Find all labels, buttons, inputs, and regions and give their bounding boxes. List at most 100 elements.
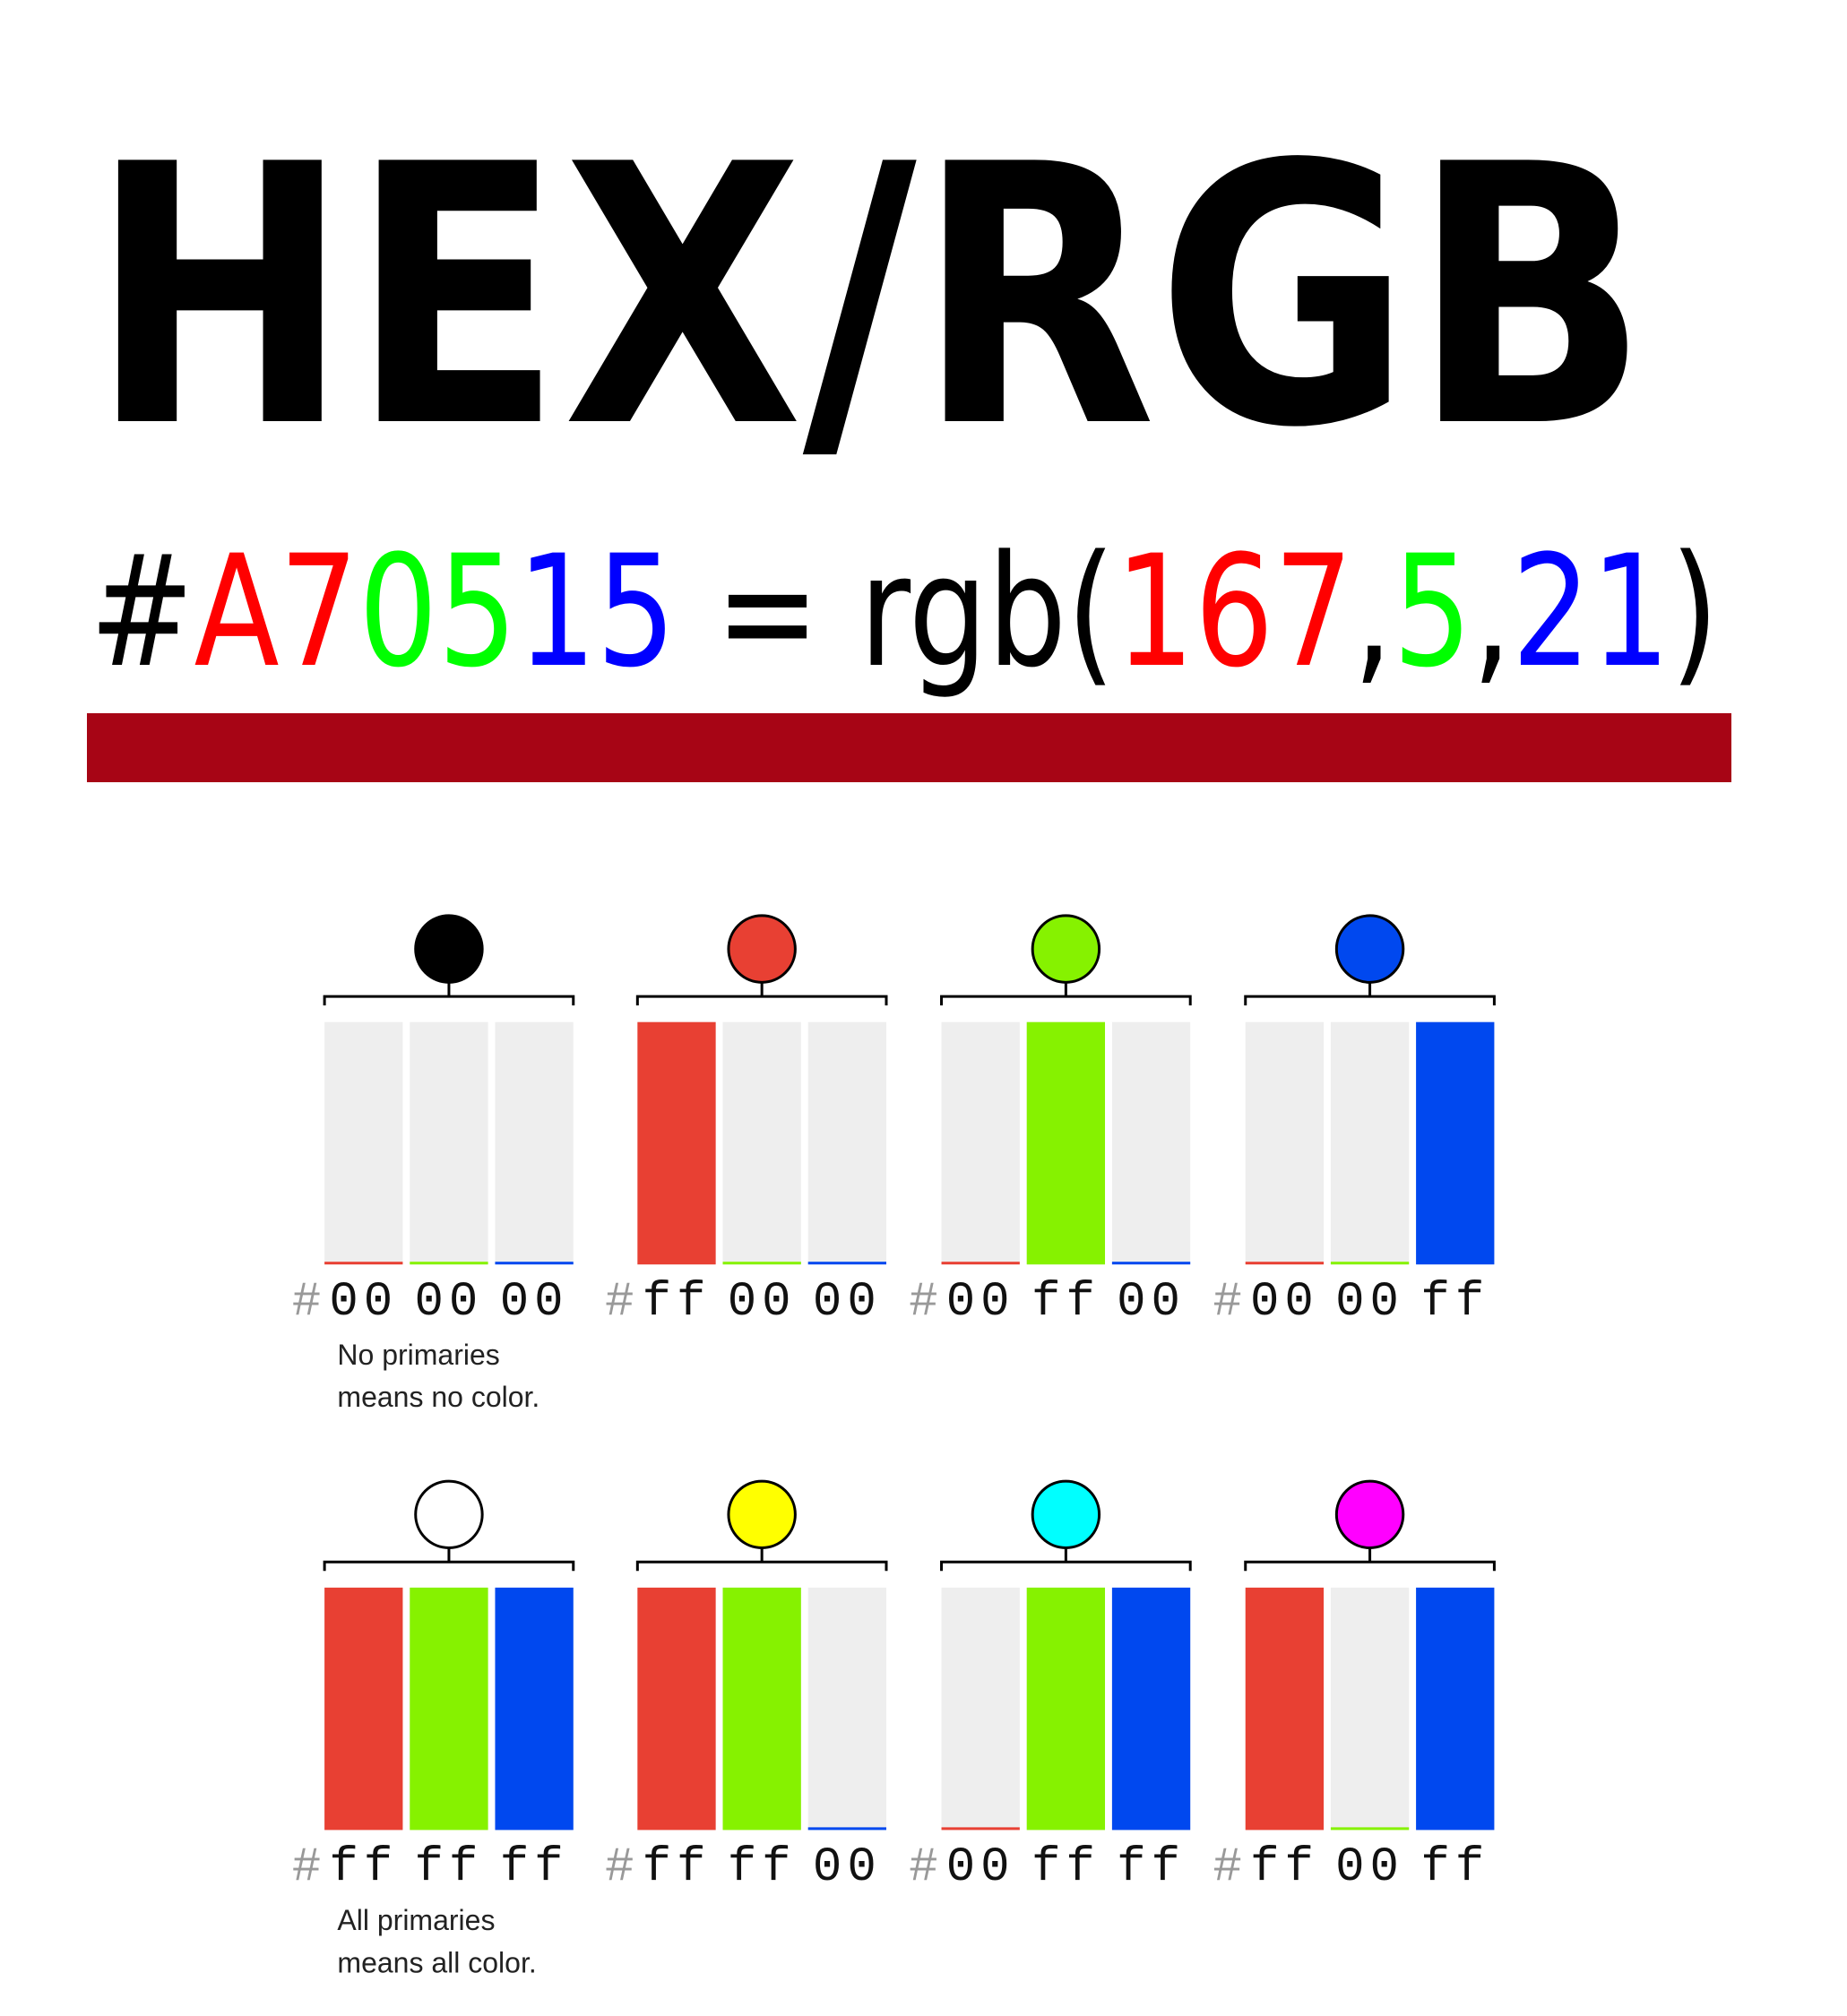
channel-bar	[495, 1262, 574, 1265]
color-circle	[414, 1479, 484, 1550]
channel-bar	[1416, 1021, 1495, 1265]
note-line: No primaries	[337, 1339, 499, 1371]
channel-bar	[1416, 1587, 1495, 1831]
channel-bar	[722, 1262, 801, 1265]
channel-bar	[495, 1587, 574, 1831]
channel-bar	[941, 1262, 1020, 1265]
color-circle	[1334, 914, 1405, 984]
hex-pair: 00	[946, 1275, 1015, 1330]
formula-part: = rgb(	[676, 521, 1115, 702]
hex-pair: ff	[643, 1275, 712, 1330]
hex-pair: ff	[500, 1840, 569, 1895]
channel-bg	[941, 1021, 1020, 1265]
hex-pair: ff	[415, 1840, 484, 1895]
bracket	[323, 1547, 575, 1572]
channel-bar	[807, 1262, 886, 1265]
hex-prefix: #	[292, 1275, 321, 1330]
channel-bar	[1245, 1262, 1325, 1265]
color-circle	[1031, 1479, 1101, 1550]
hex-prefix: #	[909, 1275, 937, 1330]
hex-pair: 00	[1335, 1275, 1404, 1330]
hex-prefix: #	[292, 1840, 321, 1895]
channel-bar	[324, 1262, 403, 1265]
hex-pair: 00	[813, 1840, 882, 1895]
formula-part: 21	[1512, 521, 1670, 702]
formula: #A70515 = rgb(167,5,21)	[90, 521, 1719, 702]
hex-pair: ff	[1031, 1840, 1100, 1895]
color-circle	[1031, 914, 1101, 984]
color-circle	[414, 914, 484, 984]
channel-bar	[1111, 1587, 1191, 1831]
formula-part: A7	[194, 521, 359, 702]
hex-pair: 00	[329, 1275, 398, 1330]
hex-prefix: #	[605, 1275, 634, 1330]
channel-bar	[1330, 1827, 1410, 1831]
hex-pair: ff	[329, 1840, 398, 1895]
hex-pair: 00	[1335, 1840, 1404, 1895]
formula-part: 167	[1115, 521, 1352, 702]
channel-bar	[410, 1262, 488, 1265]
note-line: All primaries	[337, 1904, 495, 1936]
color-swatch	[87, 713, 1731, 782]
bracket	[323, 982, 575, 1006]
bracket	[940, 1547, 1192, 1572]
note-line: means all color.	[337, 1946, 536, 1978]
hex-pair: 00	[1250, 1275, 1319, 1330]
channel-bg	[807, 1587, 886, 1831]
channel-bar	[1330, 1262, 1410, 1265]
channel-bar	[807, 1827, 886, 1831]
hex-pair: 00	[1117, 1275, 1186, 1330]
channel-bar	[637, 1587, 716, 1831]
channel-bar	[1026, 1021, 1106, 1265]
color-circle	[727, 1479, 797, 1550]
channel-bg	[495, 1021, 574, 1265]
bracket	[1244, 1547, 1496, 1572]
channel-bar	[1026, 1587, 1106, 1831]
hex-pair: 00	[946, 1840, 1015, 1895]
formula-part: ,	[1472, 521, 1512, 702]
formula-part: 5	[1393, 521, 1472, 702]
channel-bg	[1330, 1021, 1410, 1265]
hex-pair: 00	[728, 1275, 797, 1330]
channel-bg	[722, 1021, 801, 1265]
channel-bar	[637, 1021, 716, 1265]
formula-part: #	[90, 521, 194, 702]
formula-part: 15	[517, 521, 676, 702]
title: HEX/RGB	[90, 90, 1649, 506]
channel-bg	[1245, 1021, 1325, 1265]
channel-bar	[1245, 1587, 1325, 1831]
bracket	[1244, 982, 1496, 1006]
color-circle	[1334, 1479, 1405, 1550]
bracket	[940, 982, 1192, 1006]
formula-part: 05	[358, 521, 517, 702]
hex-prefix: #	[909, 1840, 937, 1895]
hex-prefix: #	[1213, 1840, 1242, 1895]
hex-prefix: #	[1213, 1275, 1242, 1330]
hex-pair: 00	[415, 1275, 484, 1330]
hex-pair: ff	[1031, 1275, 1100, 1330]
hex-pair: ff	[1250, 1840, 1319, 1895]
color-circle	[727, 914, 797, 984]
channel-bg	[941, 1587, 1020, 1831]
channel-bar	[722, 1587, 801, 1831]
channel-bg	[1111, 1021, 1191, 1265]
channel-bar	[324, 1587, 403, 1831]
hex-prefix: #	[605, 1840, 634, 1895]
hex-pair: ff	[643, 1840, 712, 1895]
channel-bg	[324, 1021, 403, 1265]
hex-pair: ff	[728, 1840, 797, 1895]
channel-bar	[410, 1587, 488, 1831]
hex-pair: ff	[1117, 1840, 1186, 1895]
bracket	[635, 1547, 888, 1572]
bracket	[635, 982, 888, 1006]
formula-part: )	[1670, 521, 1719, 702]
hex-pair: 00	[813, 1275, 882, 1330]
hex-pair: ff	[1420, 1840, 1489, 1895]
channel-bg	[1330, 1587, 1410, 1831]
note-line: means no color.	[337, 1381, 539, 1413]
formula-part: ,	[1353, 521, 1393, 702]
hex-pair: ff	[1420, 1275, 1489, 1330]
channel-bar	[1111, 1262, 1191, 1265]
hex-pair: 00	[500, 1275, 569, 1330]
